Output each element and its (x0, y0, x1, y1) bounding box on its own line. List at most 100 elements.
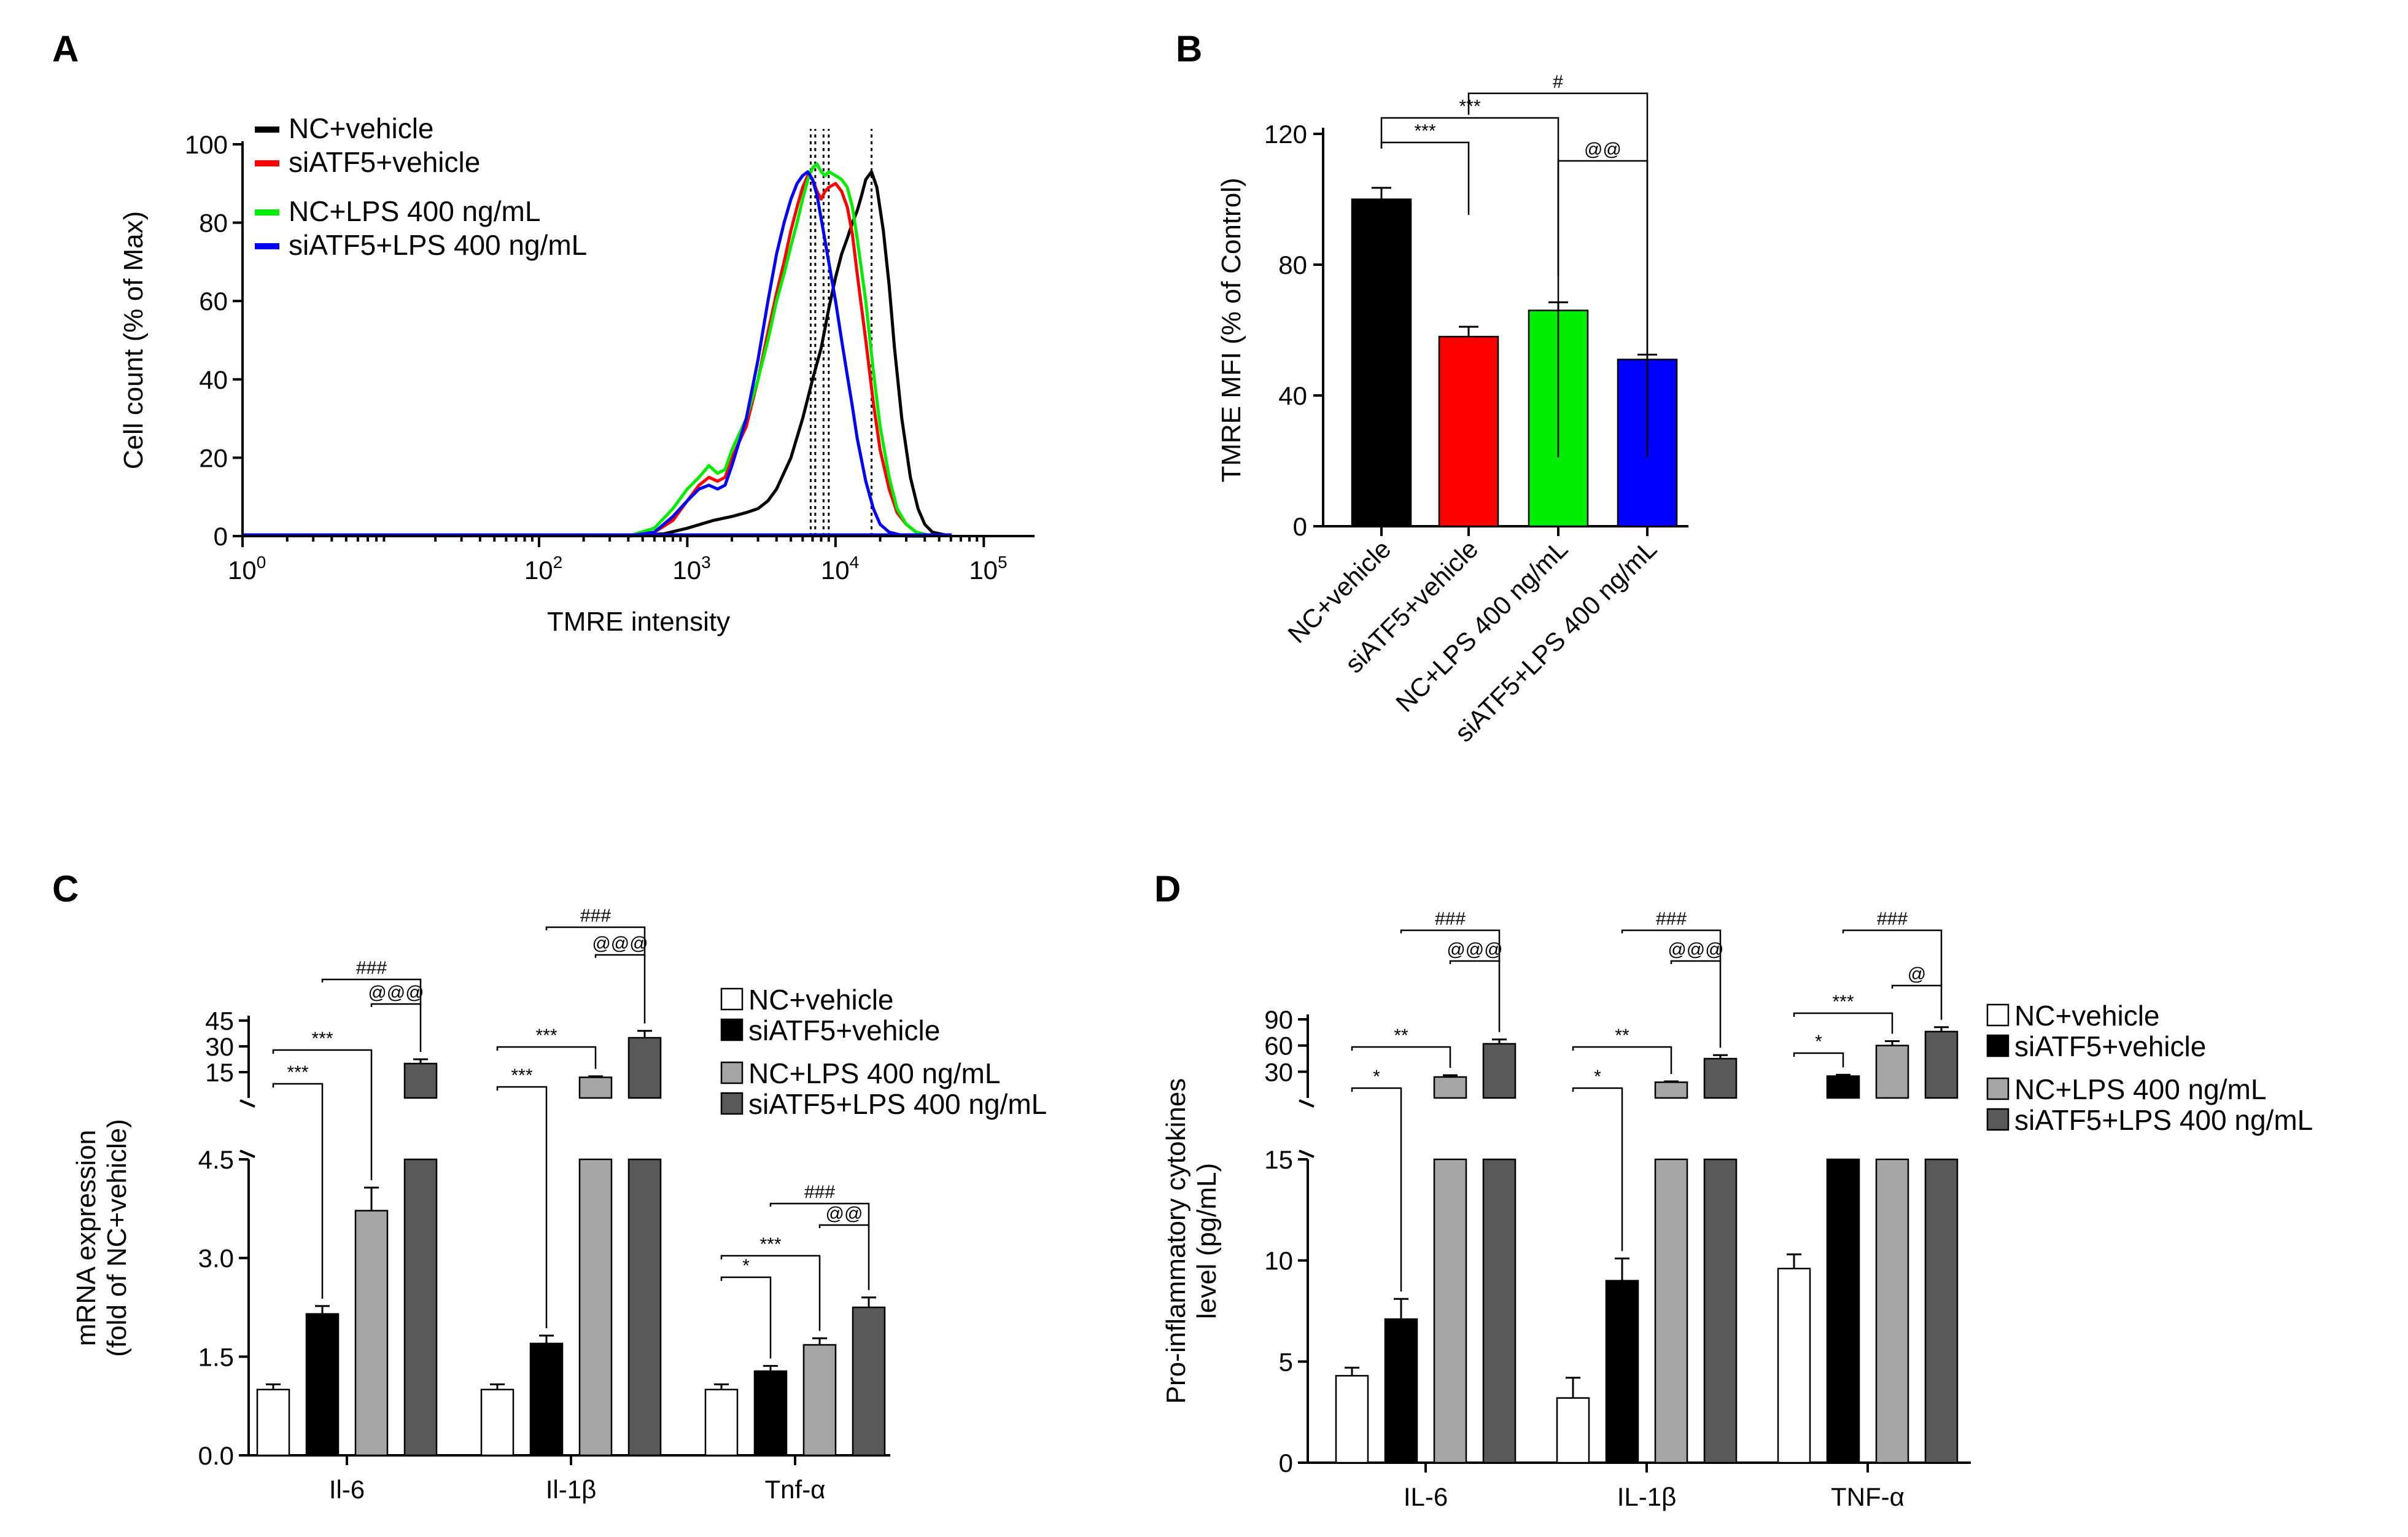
y-tick-label: 20 (199, 443, 228, 472)
panel-label-c: C (52, 868, 79, 909)
sig-1-a-label: * (1594, 1067, 1601, 1087)
legend-label-1: siATF5+vehicle (748, 1014, 940, 1046)
x-tick-exponent: 0 (257, 553, 266, 572)
bar-1-3-lower (627, 1158, 662, 1457)
sig-1-c-label: @@@ (1668, 940, 1723, 960)
sig-0-d-bracket (1400, 929, 1501, 962)
legend-swatch-2 (720, 1061, 744, 1084)
sig-1-a-bracket (1572, 1087, 1623, 1251)
sig-2-b-label: *** (759, 1234, 781, 1255)
y-tick-label: 15 (1264, 1145, 1293, 1174)
sig-1-3-label: # (1553, 72, 1563, 92)
bar-1-0 (1556, 1397, 1590, 1464)
sig-2-b-bracket (720, 1255, 821, 1331)
legend-label-2: NC+LPS 400 ng/mL (748, 1057, 1000, 1089)
sig-1-b-label: ** (1615, 1025, 1629, 1046)
bar-2-3-upper (1924, 1030, 1959, 1099)
y-axis-label: mRNA expression (71, 1130, 101, 1346)
axis-break-mark (1299, 1150, 1315, 1158)
y-tick-label: 0 (214, 522, 228, 551)
bar-0-2-lower (1433, 1158, 1467, 1464)
sig-0-b-label: ** (1394, 1025, 1408, 1046)
bar-2-1-lower (1826, 1158, 1860, 1464)
x-tick-label: 100 (228, 553, 266, 585)
bar-0-1 (1384, 1318, 1418, 1464)
y-tick-label: 80 (199, 209, 228, 238)
x-tick-exponent: 4 (850, 553, 860, 572)
bar-2-2-upper (1875, 1045, 1909, 1099)
sig-2-b-bracket (1793, 1012, 1893, 1034)
bar-0 (1351, 198, 1412, 527)
histogram-curve-3 (627, 170, 925, 538)
bar-0-0 (1335, 1375, 1369, 1464)
sig-1-b-bracket (1572, 1046, 1672, 1074)
sig-2-c-label: @ (1908, 964, 1926, 984)
sig-0-a-bracket (1351, 1087, 1402, 1292)
y-tick-label: 40 (199, 365, 228, 394)
sig-0-a-label: *** (287, 1062, 308, 1083)
y-tick-label: 100 (185, 130, 228, 159)
bar-1-2-lower (578, 1158, 613, 1457)
bar-2-3 (852, 1306, 886, 1457)
sig-0-c-label: @@@ (1447, 940, 1502, 960)
sig-2-a-bracket (720, 1276, 772, 1359)
sig-1-a-bracket (496, 1086, 548, 1329)
bar-1-2-lower (1654, 1158, 1688, 1464)
legend-swatch-1 (1986, 1034, 2010, 1057)
sig-2-c-bracket (1891, 984, 1943, 1020)
x-category-label: Il-6 (329, 1475, 365, 1504)
y-tick-label: 80 (1278, 251, 1307, 279)
legend-label-3: siATF5+LPS 400 ng/mL (289, 229, 587, 261)
panel-label-b: B (1176, 28, 1202, 69)
legend-swatch-3 (1986, 1108, 2010, 1131)
sig-0-2-label: *** (1459, 96, 1480, 117)
legend-label-2: NC+LPS 400 ng/mL (289, 195, 540, 227)
y-tick-label: 45 (205, 1006, 234, 1035)
sig-0-b-label: *** (311, 1029, 333, 1049)
x-tick-base: 10 (672, 556, 701, 585)
bar-2-2-lower (1875, 1158, 1909, 1464)
y-axis-label-2: level (pg/mL) (1192, 1163, 1222, 1319)
x-tick-label: 104 (821, 553, 859, 585)
legend-label-1: siATF5+vehicle (289, 146, 480, 178)
y-tick-label: 15 (205, 1058, 234, 1087)
sig-2-c-bracket (818, 1224, 870, 1290)
panel-label-a: A (52, 28, 79, 69)
bar-0-3-upper (1482, 1043, 1517, 1099)
y-tick-label: 5 (1279, 1347, 1293, 1376)
sig-0-b-bracket (1351, 1046, 1451, 1068)
sig-0-a-label: * (1373, 1067, 1380, 1087)
bar-0-1 (305, 1313, 340, 1457)
sig-0-d-bracket (321, 978, 422, 1005)
bar-2-2 (802, 1344, 837, 1457)
y-tick-label: 0 (1279, 1449, 1293, 1477)
panel-label-d: D (1154, 868, 1181, 909)
x-category-label: Il-1β (546, 1475, 597, 1504)
x-tick-label: 102 (524, 553, 562, 585)
sig-2-c-label: @@ (826, 1204, 863, 1224)
y-axis-label: Cell count (% of Max) (118, 211, 149, 470)
legend-label-3: siATF5+LPS 400 ng/mL (748, 1088, 1047, 1120)
sig-0-2-bracket (1380, 117, 1559, 457)
x-tick-exponent: 2 (553, 553, 563, 572)
y-tick-label: 60 (1264, 1032, 1293, 1060)
sig-1-d-label: ### (1656, 909, 1687, 929)
sig-1-a-label: *** (511, 1065, 532, 1086)
sig-1-d-bracket (1621, 929, 1722, 962)
bar-1 (1438, 335, 1499, 527)
sig-2-a-bracket (1793, 1052, 1844, 1068)
bar-1-3-upper (1703, 1057, 1738, 1099)
bar-1-1 (529, 1342, 564, 1457)
x-tick-base: 10 (228, 556, 257, 585)
sig-0-c-bracket (1449, 960, 1501, 1032)
bar-1-3-upper (627, 1037, 662, 1099)
sig-0-d-label: ### (1435, 909, 1466, 929)
y-tick-label: 1.5 (198, 1342, 234, 1371)
sig-0-d-label: ### (356, 958, 387, 978)
sig-2-d-bracket (1842, 929, 1943, 987)
legend-swatch-0 (1986, 1003, 2010, 1027)
